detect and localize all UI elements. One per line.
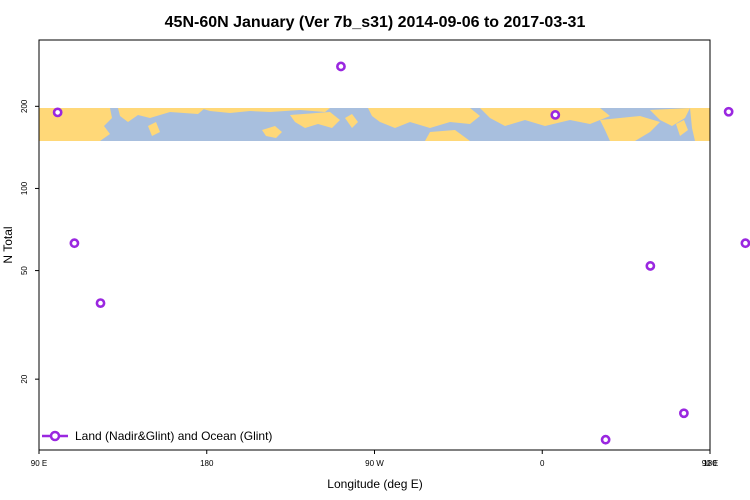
y-tick-label-1: 50 xyxy=(20,266,29,275)
map-land-5 xyxy=(290,112,340,128)
data-point-2 xyxy=(95,298,106,309)
data-point-7 xyxy=(679,408,689,419)
map-land-0 xyxy=(39,108,112,141)
legend: Land (Nadir&Glint) and Ocean (Glint) xyxy=(42,429,272,443)
map-land-8 xyxy=(425,130,470,141)
map-land-9 xyxy=(480,108,610,126)
x-tick-label-0: 90 E xyxy=(31,459,47,468)
chart-title: 45N-60N January (Ver 7b_s31) 2014-09-06 … xyxy=(165,14,586,31)
x-tick-label-tail: 180 xyxy=(703,459,717,468)
background-map-band xyxy=(39,108,710,141)
data-point-5 xyxy=(600,434,611,445)
plot-frame xyxy=(38,39,711,451)
map-land-6 xyxy=(345,114,358,128)
data-point-9 xyxy=(740,238,750,249)
map-land-12 xyxy=(676,120,688,136)
map-land-13 xyxy=(690,108,710,141)
data-point-0 xyxy=(52,107,63,118)
legend-marker xyxy=(49,430,61,442)
y-tick-label-0: 20 xyxy=(20,374,29,383)
map-land-4 xyxy=(262,126,282,138)
x-tick-label-2: 90 W xyxy=(365,459,384,468)
data-points xyxy=(52,61,750,445)
data-point-4 xyxy=(550,110,561,120)
y-axis-label: N Total xyxy=(1,226,15,263)
data-point-3 xyxy=(336,61,346,72)
x-tick-label-1: 180 xyxy=(200,459,214,468)
map-land-7 xyxy=(368,108,480,128)
y-tick-label-2: 100 xyxy=(20,181,29,195)
x-tick-label-3: 0 xyxy=(540,459,545,468)
data-point-6 xyxy=(645,261,656,271)
legend-label: Land (Nadir&Glint) and Ocean (Glint) xyxy=(75,429,272,443)
data-point-8 xyxy=(723,106,734,117)
y-tick-label-3: 200 xyxy=(20,99,29,113)
map-land-1 xyxy=(118,108,205,122)
y-axis: 20 50 100 200 xyxy=(20,99,39,384)
map-land-10 xyxy=(600,116,660,141)
map-land-2 xyxy=(148,122,160,136)
map-land-3 xyxy=(200,108,330,113)
x-axis-label: Longitude (deg E) xyxy=(327,477,422,491)
x-tick-label-4: 90 E xyxy=(702,459,718,468)
map-land-11 xyxy=(650,108,690,126)
data-point-1 xyxy=(69,238,80,249)
